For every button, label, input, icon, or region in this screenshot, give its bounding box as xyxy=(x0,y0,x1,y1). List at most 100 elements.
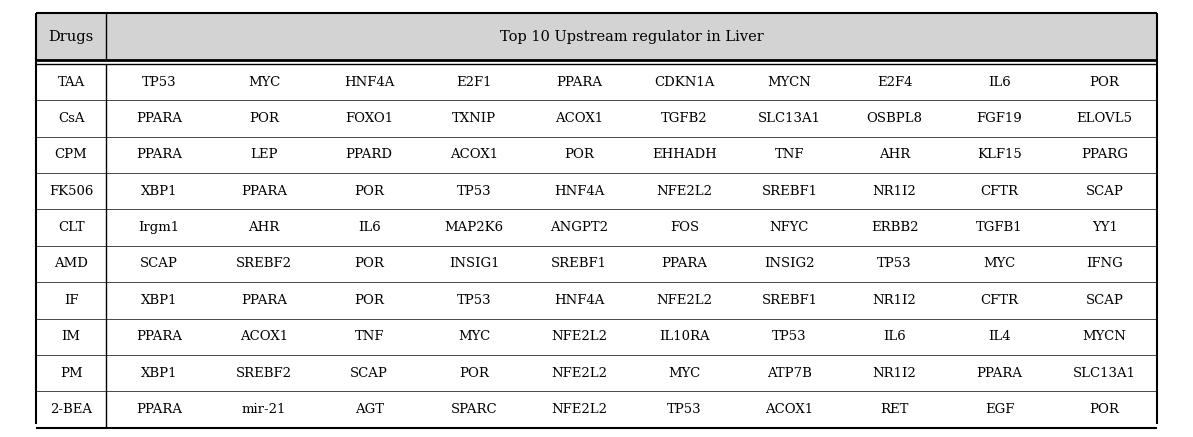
Bar xyxy=(36,319,106,355)
Bar xyxy=(106,355,211,391)
Text: HNF4A: HNF4A xyxy=(344,76,395,89)
Text: CPM: CPM xyxy=(55,149,87,161)
Bar xyxy=(1052,209,1157,246)
Bar xyxy=(316,282,421,319)
Text: TGFB2: TGFB2 xyxy=(661,112,707,125)
Bar xyxy=(842,391,947,427)
Bar xyxy=(316,319,421,355)
Text: SPARC: SPARC xyxy=(451,403,497,416)
Text: TGFB1: TGFB1 xyxy=(976,221,1022,234)
Text: MYCN: MYCN xyxy=(767,76,811,89)
Text: AHR: AHR xyxy=(248,221,279,234)
Bar xyxy=(36,209,106,246)
Bar xyxy=(527,64,632,101)
Text: FOXO1: FOXO1 xyxy=(345,112,394,125)
Bar xyxy=(316,173,421,209)
Bar xyxy=(737,137,842,173)
Bar xyxy=(1052,101,1157,137)
Text: NFE2L2: NFE2L2 xyxy=(656,185,712,198)
Text: ACOX1: ACOX1 xyxy=(450,149,499,161)
Text: IL6: IL6 xyxy=(883,330,905,343)
Text: PPARA: PPARA xyxy=(136,403,183,416)
Text: CLT: CLT xyxy=(57,221,85,234)
Text: NFE2L2: NFE2L2 xyxy=(656,294,712,307)
Text: POR: POR xyxy=(249,112,279,125)
Text: CsA: CsA xyxy=(58,112,85,125)
Bar xyxy=(1052,355,1157,391)
Bar xyxy=(36,13,106,60)
Bar xyxy=(737,282,842,319)
Text: Irgm1: Irgm1 xyxy=(138,221,179,234)
Text: PPARA: PPARA xyxy=(977,367,1022,380)
Bar xyxy=(842,137,947,173)
Bar xyxy=(947,101,1052,137)
Text: IFNG: IFNG xyxy=(1087,257,1123,271)
Bar xyxy=(1052,64,1157,101)
Bar xyxy=(211,355,316,391)
Bar xyxy=(632,246,737,282)
Bar xyxy=(211,64,316,101)
Bar xyxy=(106,173,211,209)
Text: SREBF2: SREBF2 xyxy=(236,257,292,271)
Bar xyxy=(316,355,421,391)
Bar xyxy=(947,246,1052,282)
Bar xyxy=(106,391,211,427)
Bar xyxy=(632,355,737,391)
Text: PPARA: PPARA xyxy=(136,330,183,343)
Bar xyxy=(737,101,842,137)
Bar xyxy=(106,101,211,137)
Text: IF: IF xyxy=(64,294,79,307)
Text: HNF4A: HNF4A xyxy=(554,185,605,198)
Text: TP53: TP53 xyxy=(457,294,492,307)
Bar xyxy=(421,209,527,246)
Bar xyxy=(211,319,316,355)
Text: XBP1: XBP1 xyxy=(141,185,178,198)
Text: SCAP: SCAP xyxy=(1086,185,1124,198)
Text: TP53: TP53 xyxy=(457,185,492,198)
Bar xyxy=(842,64,947,101)
Text: XBP1: XBP1 xyxy=(141,294,178,307)
Text: NR1I2: NR1I2 xyxy=(872,185,916,198)
Text: OSBPL8: OSBPL8 xyxy=(866,112,922,125)
Text: PPARG: PPARG xyxy=(1081,149,1129,161)
Bar xyxy=(737,246,842,282)
Bar xyxy=(842,319,947,355)
Bar xyxy=(211,246,316,282)
Bar xyxy=(527,101,632,137)
Text: 2-BEA: 2-BEA xyxy=(50,403,92,416)
Text: ANGPT2: ANGPT2 xyxy=(550,221,608,234)
Text: SCAP: SCAP xyxy=(351,367,388,380)
Text: IM: IM xyxy=(62,330,81,343)
Text: INSIG2: INSIG2 xyxy=(765,257,815,271)
Text: ACOX1: ACOX1 xyxy=(555,112,604,125)
Text: NFYC: NFYC xyxy=(769,221,809,234)
Bar xyxy=(211,137,316,173)
Text: ELOVL5: ELOVL5 xyxy=(1076,112,1132,125)
Bar xyxy=(527,319,632,355)
Text: SLC13A1: SLC13A1 xyxy=(1074,367,1136,380)
Bar xyxy=(1052,173,1157,209)
Text: PPARA: PPARA xyxy=(556,76,602,89)
Bar xyxy=(36,137,106,173)
Text: XBP1: XBP1 xyxy=(141,367,178,380)
Bar xyxy=(527,355,632,391)
Bar xyxy=(842,246,947,282)
Bar xyxy=(947,282,1052,319)
Bar xyxy=(527,246,632,282)
Text: ACOX1: ACOX1 xyxy=(766,403,814,416)
Text: INSIG1: INSIG1 xyxy=(449,257,500,271)
Text: FGF19: FGF19 xyxy=(977,112,1022,125)
Bar xyxy=(842,173,947,209)
Text: NR1I2: NR1I2 xyxy=(872,367,916,380)
Text: MAP2K6: MAP2K6 xyxy=(445,221,503,234)
Text: FK506: FK506 xyxy=(49,185,93,198)
Bar xyxy=(947,173,1052,209)
Text: E2F4: E2F4 xyxy=(877,76,913,89)
Text: PPARA: PPARA xyxy=(241,294,288,307)
Text: SREBF1: SREBF1 xyxy=(551,257,607,271)
Bar xyxy=(842,209,947,246)
Bar xyxy=(1052,137,1157,173)
Text: IL4: IL4 xyxy=(988,330,1010,343)
Text: ATP7B: ATP7B xyxy=(767,367,812,380)
Bar xyxy=(211,173,316,209)
